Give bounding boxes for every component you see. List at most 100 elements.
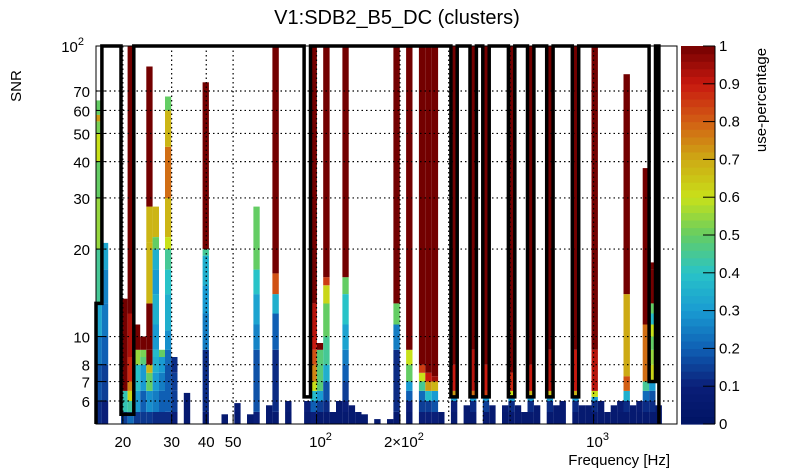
heatmap-cell	[393, 349, 400, 412]
heatmap-cell	[387, 419, 394, 424]
colorbar-tick-label: 1	[719, 38, 727, 55]
heatmap-cell	[165, 197, 172, 237]
colorbar-step	[681, 182, 715, 191]
chart-title: V1:SDB2_B5_DC (clusters)	[274, 7, 520, 29]
heatmap-cell	[508, 372, 515, 391]
heatmap-cell	[450, 46, 458, 365]
colorbar-step	[681, 189, 715, 198]
x-tick-label: 102	[309, 431, 332, 451]
heatmap-cell	[101, 242, 109, 270]
heatmap-cell	[418, 401, 426, 412]
heatmap-cell	[310, 46, 317, 304]
heatmap-cell	[221, 414, 228, 424]
heatmap-cell	[502, 412, 509, 424]
heatmap-cell	[553, 412, 560, 424]
heatmap-cell	[489, 412, 496, 424]
heatmap-cell	[527, 364, 534, 391]
heatmap-cell	[165, 412, 172, 424]
heatmap-cell	[649, 381, 656, 391]
heatmap-cell	[393, 412, 400, 424]
heatmap-cell	[101, 364, 109, 401]
heatmap-cell	[597, 401, 605, 412]
heatmap-cell	[482, 364, 490, 391]
heatmap-cell	[310, 390, 317, 401]
colorbar-step	[681, 287, 715, 297]
colorbar-step	[681, 174, 715, 183]
heatmap-cell	[101, 336, 109, 365]
heatmap-cell	[133, 412, 141, 424]
heatmap-cell	[418, 412, 426, 424]
heatmap-cell	[418, 372, 426, 382]
colorbar-step	[681, 219, 715, 229]
heatmap-cell	[127, 46, 134, 314]
heatmap-cell	[623, 390, 630, 401]
heatmap-cell	[527, 46, 534, 365]
heatmap-cell	[165, 146, 172, 198]
colorbar-step	[681, 159, 715, 168]
colorbar-step	[681, 106, 715, 115]
heatmap-cell	[527, 401, 534, 412]
x-tick-label: 50	[225, 434, 242, 451]
heatmap-cell	[152, 294, 159, 325]
heatmap-cell	[304, 412, 311, 424]
heatmap-cell	[482, 390, 490, 397]
heatmap-cell	[431, 401, 439, 412]
heatmap-cell	[183, 412, 191, 424]
heatmap-cell	[316, 401, 324, 412]
colorbar-tick-label: 0.8	[719, 114, 740, 131]
heatmap-cell	[431, 46, 439, 377]
y-tick-label: 8	[82, 358, 90, 375]
heatmap-cell	[310, 336, 317, 350]
heatmap-cell	[96, 161, 102, 198]
x-tick-label: 20	[115, 434, 132, 451]
heatmap-cell	[431, 412, 439, 424]
heatmap-cell	[502, 405, 509, 412]
heatmap-cell	[438, 412, 445, 424]
colorbar-step	[681, 129, 715, 138]
heatmap-cell	[272, 294, 279, 314]
heatmap-cell	[140, 357, 147, 365]
x-tick-label: 2×102	[384, 431, 424, 451]
heatmap-cell	[393, 324, 400, 350]
colorbar-tick-label: 0.4	[719, 265, 740, 282]
heatmap-cell	[159, 390, 166, 412]
heatmap-cell	[140, 364, 147, 391]
colorbar-step	[681, 401, 715, 410]
heatmap-cell	[323, 285, 330, 304]
colorbar-step	[681, 250, 715, 259]
x-tick-label: 40	[198, 434, 215, 451]
heatmap-cell	[253, 294, 260, 325]
heatmap-cell	[450, 396, 458, 401]
grid-lines	[96, 46, 677, 424]
heatmap-cell	[165, 96, 172, 111]
heatmap-cell	[159, 372, 166, 391]
heatmap-cell	[425, 401, 432, 412]
heatmap-cell	[96, 401, 102, 424]
heatmap-cell	[121, 298, 128, 391]
heatmap-cell	[425, 372, 432, 382]
heatmap-cell	[159, 412, 166, 424]
heatmap-cell	[470, 412, 477, 424]
heatmap-cell	[508, 412, 515, 424]
colorbar-step	[681, 303, 715, 312]
heatmap-cell	[342, 381, 349, 401]
colorbar-step	[681, 235, 715, 244]
heatmap-cell	[604, 412, 611, 424]
heatmap-cell	[585, 405, 592, 412]
heatmap-cell	[96, 133, 102, 162]
heatmap-cell	[140, 336, 147, 350]
colorbar-step	[681, 242, 715, 251]
heatmap-cell	[133, 364, 141, 391]
colorbar-step	[681, 197, 715, 206]
heatmap-cell	[559, 412, 566, 424]
heatmap-cell	[253, 206, 260, 250]
heatmap-cell	[591, 349, 598, 391]
heatmap-cell	[266, 405, 273, 412]
colorbar-step	[681, 295, 715, 304]
heatmap-cell	[623, 74, 630, 295]
x-axis-title: Frequency [Hz]	[568, 452, 670, 469]
heatmap-cell	[450, 390, 458, 397]
colorbar-step	[681, 348, 715, 357]
heatmap-cell	[629, 412, 637, 424]
heatmap-cell	[165, 330, 172, 350]
